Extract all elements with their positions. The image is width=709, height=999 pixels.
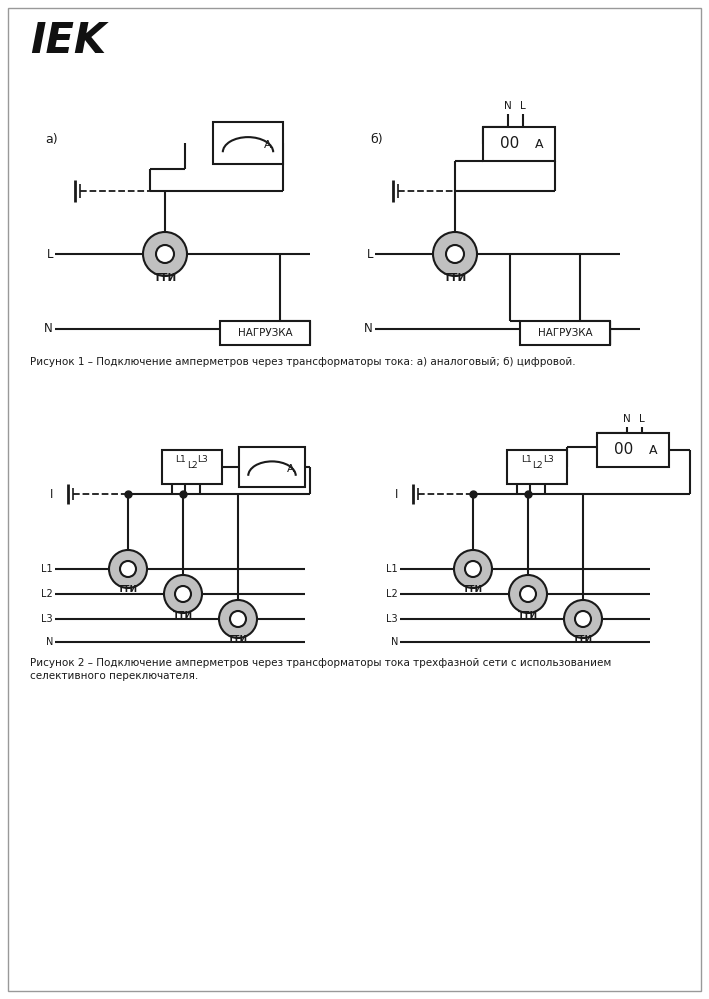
Text: L2: L2 — [186, 462, 197, 471]
Text: L2: L2 — [41, 589, 53, 599]
Text: L2: L2 — [386, 589, 398, 599]
Text: L2: L2 — [532, 462, 542, 471]
Circle shape — [175, 586, 191, 602]
Text: ТТИ: ТТИ — [173, 610, 193, 619]
Text: N: N — [623, 414, 631, 424]
Text: НАГРУЗКА: НАГРУЗКА — [238, 328, 292, 338]
Text: L: L — [639, 414, 645, 424]
Text: L1: L1 — [176, 455, 186, 464]
Text: ТТИ: ТТИ — [518, 610, 538, 619]
Text: ТТИ: ТТИ — [228, 635, 248, 644]
Text: Рисунок 2 – Подключение амперметров через трансформаторы тока трехфазной сети с : Рисунок 2 – Подключение амперметров чере… — [30, 658, 611, 668]
Circle shape — [230, 611, 246, 627]
Text: селективного переключателя.: селективного переключателя. — [30, 671, 199, 681]
Bar — [213, 122, 283, 164]
Text: I: I — [395, 488, 398, 500]
Text: A: A — [649, 444, 657, 457]
Circle shape — [143, 232, 187, 276]
Text: L1: L1 — [41, 564, 53, 574]
Circle shape — [509, 575, 547, 613]
Text: L1: L1 — [520, 455, 531, 464]
Text: L3: L3 — [542, 455, 554, 464]
Bar — [597, 433, 669, 467]
Text: ТТИ: ТТИ — [463, 585, 483, 594]
Text: ТТИ: ТТИ — [573, 635, 593, 644]
Bar — [507, 450, 567, 484]
Text: A: A — [286, 464, 294, 474]
Bar — [162, 450, 222, 484]
Circle shape — [120, 561, 136, 577]
Text: L3: L3 — [386, 614, 398, 624]
Circle shape — [156, 245, 174, 263]
Text: I: I — [50, 488, 53, 500]
Text: N: N — [504, 101, 512, 111]
Circle shape — [454, 550, 492, 588]
Circle shape — [219, 600, 257, 638]
Circle shape — [433, 232, 477, 276]
Circle shape — [564, 600, 602, 638]
Text: а): а) — [45, 133, 57, 146]
Text: б): б) — [370, 133, 383, 146]
Bar — [520, 321, 610, 345]
Text: L: L — [520, 101, 526, 111]
Text: L: L — [367, 248, 373, 261]
Text: ТТИ: ТТИ — [153, 273, 177, 283]
Text: N: N — [364, 323, 373, 336]
Circle shape — [109, 550, 147, 588]
Text: 00: 00 — [615, 443, 634, 458]
Bar — [239, 447, 305, 487]
Circle shape — [465, 561, 481, 577]
Text: A: A — [264, 140, 272, 150]
Bar — [220, 321, 310, 345]
Bar — [483, 127, 555, 161]
Text: N: N — [391, 637, 398, 647]
Circle shape — [446, 245, 464, 263]
Text: L3: L3 — [41, 614, 53, 624]
Text: НАГРУЗКА: НАГРУЗКА — [537, 328, 592, 338]
Text: N: N — [45, 637, 53, 647]
Text: L1: L1 — [386, 564, 398, 574]
Text: A: A — [535, 138, 543, 151]
Text: ТТИ: ТТИ — [118, 585, 138, 594]
Text: 00: 00 — [501, 137, 520, 152]
Text: ТТИ: ТТИ — [443, 273, 467, 283]
Circle shape — [164, 575, 202, 613]
Circle shape — [575, 611, 591, 627]
Text: N: N — [44, 323, 53, 336]
Text: L3: L3 — [198, 455, 208, 464]
Text: IEK: IEK — [30, 20, 106, 62]
Circle shape — [520, 586, 536, 602]
Text: L: L — [47, 248, 53, 261]
Text: Рисунок 1 – Подключение амперметров через трансформаторы тока: а) аналоговый; б): Рисунок 1 – Подключение амперметров чере… — [30, 357, 576, 367]
